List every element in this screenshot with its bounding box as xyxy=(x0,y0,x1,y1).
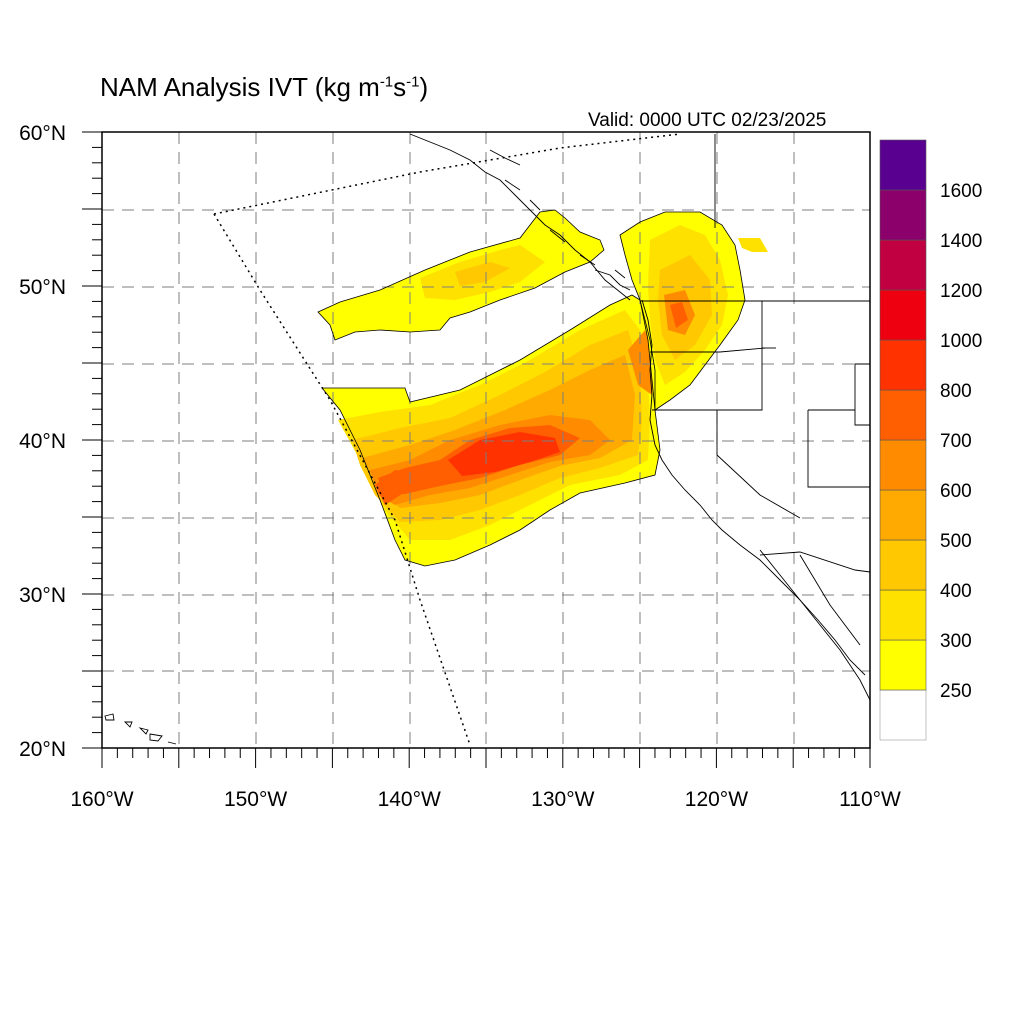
colorbar-swatch xyxy=(879,539,927,591)
lon-tick-label: 130°W xyxy=(531,788,594,811)
lat-tick-label: 40°N xyxy=(19,430,66,453)
state-border-ca-nv xyxy=(716,410,801,519)
alaska-coast xyxy=(409,133,631,301)
colorbar-level-label: 800 xyxy=(940,381,972,402)
colorbar-swatch xyxy=(879,639,927,691)
ivt-contour-outlines xyxy=(317,209,746,567)
title-text: NAM Analysis IVT (kg m xyxy=(100,72,380,102)
colorbar-swatch xyxy=(879,439,927,491)
ivt-small-patch xyxy=(738,238,768,252)
title-exponent-2: -1 xyxy=(406,73,420,91)
gulf-of-california xyxy=(799,554,861,646)
colorbar-level-label: 1200 xyxy=(940,281,982,302)
mexico-border xyxy=(759,551,871,573)
title-close: ) xyxy=(419,72,429,102)
ivt-main-plume-800 xyxy=(448,432,560,476)
lon-tick-label: 120°W xyxy=(685,788,748,811)
colorbar-swatch xyxy=(879,689,927,741)
colorbar-swatch xyxy=(879,139,927,191)
lat-tick-label: 30°N xyxy=(19,584,66,607)
ivt-northern-band-400 xyxy=(455,262,510,286)
colorbar-swatch xyxy=(879,339,927,391)
colorbar-swatch xyxy=(879,289,927,341)
title-unit-s: s xyxy=(393,72,407,102)
axis-tick-labels: 60°N 50°N 40°N 30°N 20°N 160°W 150°W 140°W 130°W… xyxy=(19,122,901,811)
colorbar-level-label: 1600 xyxy=(940,181,982,202)
state-border-wy xyxy=(808,363,870,426)
ivt-inland-lobe-700 xyxy=(670,302,688,328)
lon-tick-label: 140°W xyxy=(378,788,441,811)
lat-lon-grid xyxy=(102,132,870,748)
valid-time-label: Valid: 0000 UTC 02/23/2025 xyxy=(588,110,827,131)
title-exponent-1: -1 xyxy=(379,73,394,91)
baja-coast xyxy=(759,549,866,676)
colorbar-swatch xyxy=(879,189,927,241)
colorbar-swatch xyxy=(879,239,927,291)
lon-tick-label: 110°W xyxy=(839,788,901,811)
lat-tick-label: 60°N xyxy=(19,122,66,145)
lat-tick-label: 20°N xyxy=(19,738,66,761)
map-title: NAM Analysis IVT (kg m-1s-1) xyxy=(100,72,428,103)
state-border-oregon xyxy=(650,347,766,353)
lon-tick-label: 150°W xyxy=(224,788,287,811)
bc-islands xyxy=(594,269,631,291)
colorbar xyxy=(879,139,927,741)
colorbar-swatch xyxy=(879,489,927,541)
colorbar-level-label: 700 xyxy=(940,431,972,452)
state-border-california xyxy=(652,301,763,411)
colorbar-level-label: 400 xyxy=(940,581,972,602)
ivt-field xyxy=(318,210,768,566)
colorbar-swatch xyxy=(879,389,927,441)
hawaii-islands xyxy=(104,713,177,745)
colorbar-level-label: 1000 xyxy=(940,331,982,352)
colorbar-level-label: 250 xyxy=(940,681,972,702)
colorbar-level-label: 300 xyxy=(940,631,972,652)
colorbar-swatch xyxy=(879,589,927,641)
colorbar-level-label: 600 xyxy=(940,481,972,502)
colorbar-labels: 250 300 400 500 600 700 800 1000 1200 1400 1600 xyxy=(940,181,982,702)
colorbar-level-label: 1400 xyxy=(940,231,982,252)
alaska-islands xyxy=(489,149,596,266)
lat-tick-label: 50°N xyxy=(19,276,66,299)
lon-tick-label: 160°W xyxy=(70,788,133,811)
state-border-nv-ut xyxy=(807,410,870,488)
pacific-coast xyxy=(641,299,871,701)
coastlines xyxy=(104,133,871,745)
axis-ticks xyxy=(82,131,871,768)
ivt-coastal-plume-700 xyxy=(375,470,415,505)
political-borders xyxy=(640,134,871,573)
colorbar-level-label: 500 xyxy=(940,531,972,552)
